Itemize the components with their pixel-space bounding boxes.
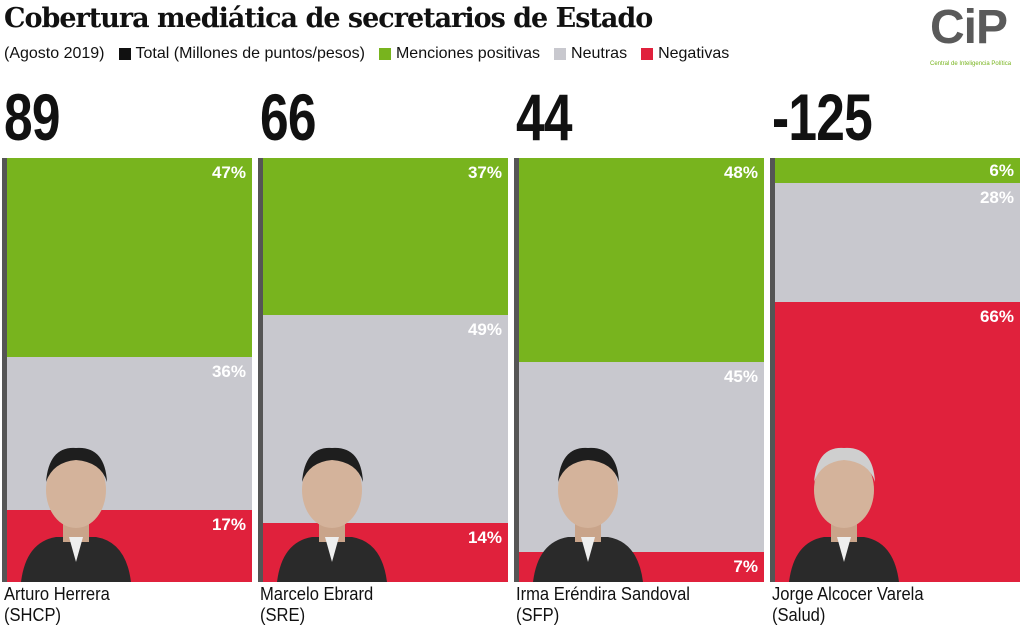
column-2: 44 48% 45% 7% Irma Eréndira Sandoval (SFP) bbox=[514, 78, 764, 625]
total-value: -125 bbox=[772, 80, 873, 154]
person-department: (SRE) bbox=[260, 605, 306, 625]
positive-segment: 6% bbox=[775, 158, 1020, 184]
data-label: 45% bbox=[723, 366, 758, 386]
person-label: Jorge Alcocer Varela (Salud) bbox=[772, 584, 924, 626]
column-3: -125 6% 28% 66% Jorge Alcocer Varela (Salud) bbox=[770, 78, 1020, 625]
data-label: 7% bbox=[733, 557, 758, 577]
legend-item-negative: Negativas bbox=[641, 44, 729, 64]
portrait-photo bbox=[533, 447, 643, 582]
legend-item-total: Total (Millones de puntos/pesos) bbox=[118, 44, 365, 64]
chart-title: Cobertura mediática de secretarios de Es… bbox=[4, 3, 653, 34]
legend-item-neutral: Neutras bbox=[554, 44, 627, 64]
portrait-photo bbox=[21, 447, 131, 582]
column-0: 89 47% 36% 17% Arturo Herrera (SHCP) bbox=[2, 78, 252, 625]
person-label: Irma Eréndira Sandoval (SFP) bbox=[516, 584, 690, 626]
person-name: Jorge Alcocer Varela bbox=[772, 584, 924, 604]
legend-swatch bbox=[554, 48, 567, 60]
portrait-photo bbox=[789, 447, 899, 582]
total-value: 44 bbox=[516, 80, 572, 154]
legend-label: Total (Millones de puntos/pesos) bbox=[135, 45, 365, 62]
legend-swatch bbox=[378, 48, 391, 60]
cip-logo: CiP Central de Inteligencia Política bbox=[930, 2, 1022, 72]
person-department: (Salud) bbox=[772, 605, 826, 625]
positive-segment: 37% bbox=[263, 158, 508, 315]
legend: (Agosto 2019) Total (Millones de puntos/… bbox=[4, 44, 729, 64]
data-label: 17% bbox=[211, 514, 246, 534]
person-department: (SFP) bbox=[516, 605, 560, 625]
data-label: 28% bbox=[979, 188, 1014, 208]
positive-segment: 48% bbox=[519, 158, 764, 362]
neutral-segment: 45% bbox=[519, 361, 764, 553]
portrait-photo bbox=[277, 447, 387, 582]
logo-subtitle: Central de Inteligencia Política bbox=[930, 61, 1012, 67]
data-label: 49% bbox=[467, 319, 502, 339]
data-label: 37% bbox=[467, 163, 502, 182]
negative-segment: 66% bbox=[775, 302, 1020, 582]
stacked-bar: 6% 28% 66% bbox=[770, 158, 1020, 582]
data-label: 47% bbox=[211, 163, 246, 182]
person-name: Arturo Herrera bbox=[4, 584, 110, 604]
person-label: Marcelo Ebrard (SRE) bbox=[260, 584, 373, 626]
data-label: 14% bbox=[467, 527, 502, 547]
legend-swatch bbox=[118, 48, 131, 60]
legend-label: Neutras bbox=[571, 45, 628, 62]
legend-label: Menciones positivas bbox=[395, 45, 541, 62]
legend-swatch bbox=[641, 48, 654, 60]
legend-label: Negativas bbox=[658, 45, 730, 62]
person-label: Arturo Herrera (SHCP) bbox=[4, 584, 110, 626]
person-department: (SHCP) bbox=[4, 605, 62, 625]
total-value: 89 bbox=[4, 80, 60, 154]
stacked-bar: 37% 49% 14% bbox=[258, 158, 508, 582]
data-label: 48% bbox=[723, 163, 758, 182]
person-name: Irma Eréndira Sandoval bbox=[516, 584, 690, 604]
person-name: Marcelo Ebrard bbox=[260, 584, 374, 604]
data-label: 36% bbox=[211, 362, 246, 382]
total-value: 66 bbox=[260, 80, 316, 154]
legend-item-positive: Menciones positivas bbox=[378, 44, 541, 64]
positive-segment: 47% bbox=[7, 158, 252, 358]
stacked-bar: 47% 36% 17% bbox=[2, 158, 252, 582]
legend-period: (Agosto 2019) bbox=[4, 45, 105, 62]
neutral-segment: 28% bbox=[775, 183, 1020, 303]
data-label: 66% bbox=[979, 307, 1014, 327]
logo-text: CiP bbox=[930, 1, 1008, 54]
data-label: 6% bbox=[989, 161, 1014, 180]
stacked-bar: 48% 45% 7% bbox=[514, 158, 764, 582]
column-1: 66 37% 49% 14% Marcelo Ebrard (SRE) bbox=[258, 78, 508, 625]
